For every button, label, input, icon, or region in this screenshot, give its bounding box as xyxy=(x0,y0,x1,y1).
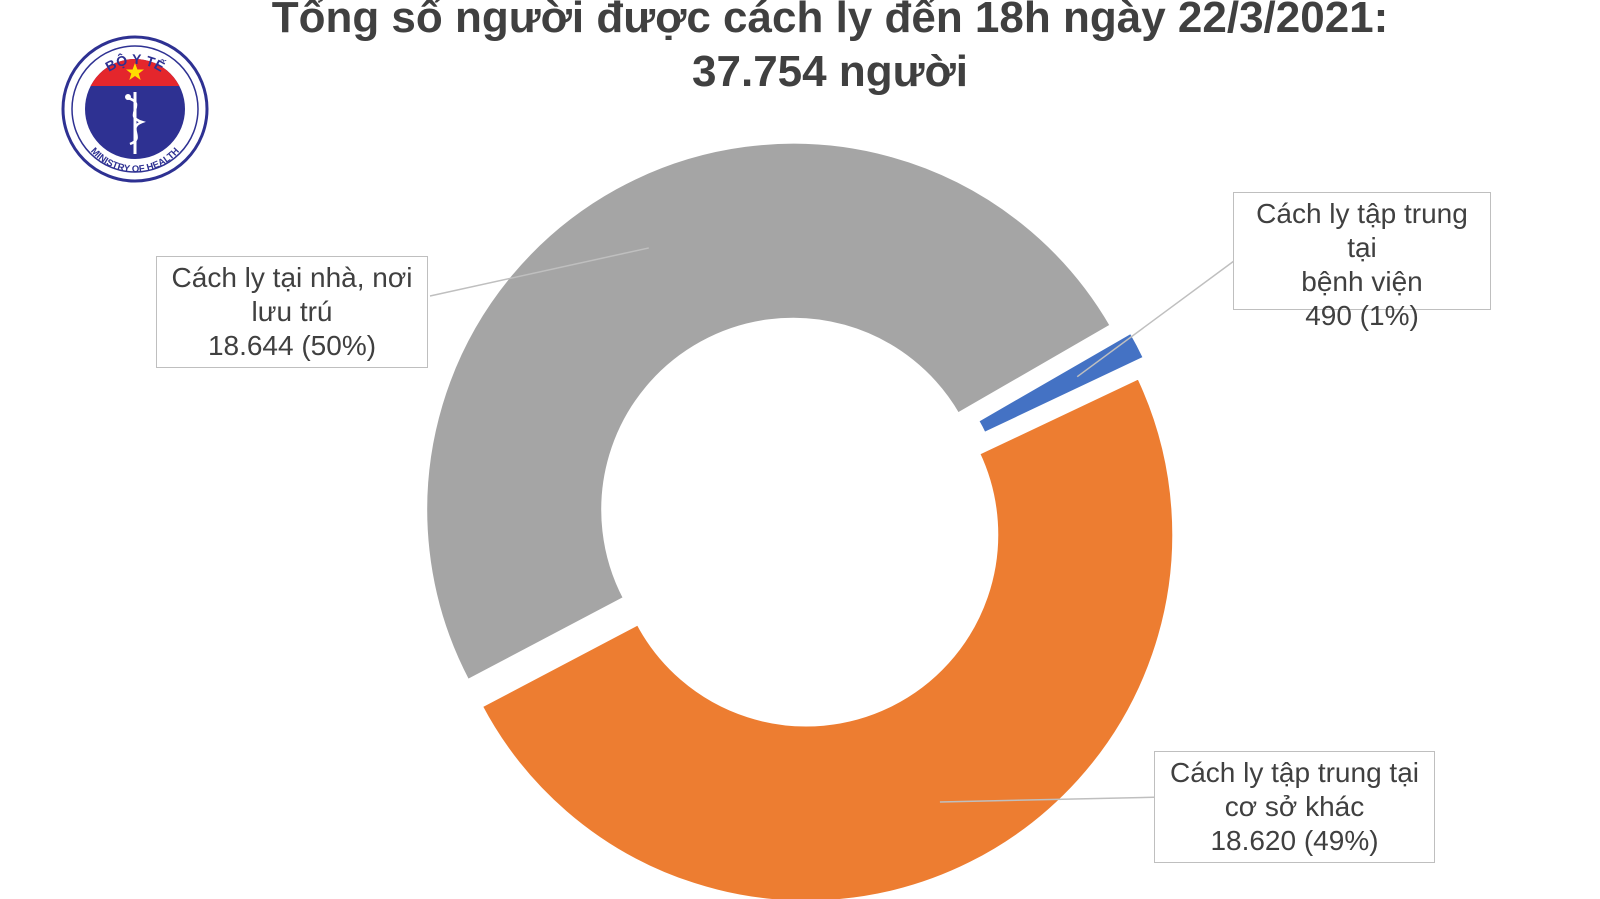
data-label-hospital-value: 490 (1%) xyxy=(1305,300,1419,331)
leader-line xyxy=(939,796,1165,803)
leader-line xyxy=(1076,257,1239,378)
donut-slice-other-facility xyxy=(477,374,1177,899)
data-label-home-line-1: Cách ly tại nhà, nơi xyxy=(171,262,413,293)
data-label-hospital-line-2: bệnh viện xyxy=(1301,266,1423,297)
data-label-hospital-line-1: Cách ly tập trung tại xyxy=(1256,198,1468,263)
data-label-home: Cách ly tại nhà, nơi lưu trú 18.644 (50%… xyxy=(156,256,428,368)
data-label-other-facility: Cách ly tập trung tại cơ sở khác 18.620 … xyxy=(1154,751,1435,863)
data-label-home-line-2: lưu trú xyxy=(251,296,333,327)
leader-lines xyxy=(429,247,1239,803)
data-label-other-facility-value: 18.620 (49%) xyxy=(1210,825,1379,856)
star-icon xyxy=(126,63,144,80)
ministry-of-health-logo: BỘ Y TẾ MINISTRY OF HEALTH xyxy=(61,35,209,183)
leader-line xyxy=(429,247,649,297)
data-label-home-value: 18.644 (50%) xyxy=(207,330,377,361)
donut-slice-home xyxy=(423,139,1115,684)
chart-title-line-2: 37.754 người xyxy=(692,47,968,96)
data-label-hospital: Cách ly tập trung tại bệnh viện 490 (1%) xyxy=(1233,192,1491,331)
chart-title-line-1: Tổng số người được cách ly đến 18h ngày … xyxy=(271,0,1389,42)
caduceus-icon xyxy=(125,92,146,154)
data-label-other-facility-line-2: cơ sở khác xyxy=(1224,791,1365,822)
data-label-other-facility-line-1: Cách ly tập trung tại xyxy=(1169,757,1420,788)
donut-slices xyxy=(423,139,1177,899)
